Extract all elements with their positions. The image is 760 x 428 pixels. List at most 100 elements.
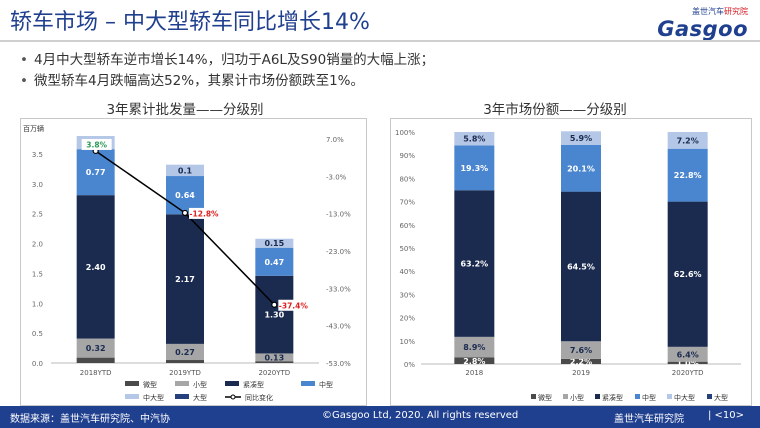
yoy-label: -37.4% — [279, 301, 309, 310]
bar-segment-micro — [255, 361, 294, 363]
left-chart-title: 3年累计批发量——分级别 — [106, 102, 264, 118]
bar-segment-medium — [255, 247, 294, 276]
legend-swatch — [225, 381, 239, 386]
bar-segment-compact — [667, 201, 708, 347]
legend-swatch — [125, 394, 139, 399]
bullet-text: 微型轿车4月跌幅高达52%，其累计市场份额跌至1%。 — [34, 73, 365, 89]
bar-segment-small — [255, 353, 294, 362]
legend-label: 中大型 — [674, 393, 695, 402]
yoy-point — [271, 301, 278, 308]
bar-value-label: 2.17 — [175, 275, 195, 284]
bar-segment-compact — [454, 190, 495, 337]
bar-segment-medium — [667, 148, 708, 202]
bar-segment-compact — [561, 191, 601, 342]
bar-value-label: 64.5% — [567, 262, 595, 271]
bullet-dot-icon: • — [20, 52, 28, 68]
x-tick-label: 2019 — [572, 369, 590, 377]
bar-segment-micro — [667, 361, 708, 364]
y-tick-label: 30% — [399, 291, 415, 299]
y-tick-label: 0.0 — [32, 360, 43, 368]
bar-segment-upper — [561, 131, 601, 145]
legend-line-marker — [230, 394, 236, 400]
y-tick-label: 60% — [399, 222, 415, 230]
logo-top-left: 盖世汽车 — [692, 7, 724, 16]
bullet-item: • 4月中大型轿车逆市增长14%，归功于A6L及S90销量的大幅上涨； — [20, 50, 434, 71]
y-tick-label: 1.0 — [32, 300, 43, 308]
legend-label: 微型 — [143, 380, 157, 389]
legend-swatch — [301, 381, 315, 386]
yoy-label: -12.8% — [189, 209, 219, 218]
y-tick-label: 40% — [399, 268, 415, 276]
legend-label: 小型 — [193, 380, 207, 389]
bar-segment-medium — [166, 176, 204, 215]
legend-label: 中大型 — [143, 393, 164, 402]
y-tick-label: 3.0 — [32, 181, 43, 189]
bar-value-label: 62.6% — [674, 270, 702, 279]
bar-segment-medium — [561, 144, 601, 192]
y-tick-label: 3.5 — [32, 151, 43, 159]
y-tick-label: 2.0 — [32, 241, 43, 249]
y-tick-label: 0.5 — [32, 330, 43, 338]
yoy-label-bg — [81, 138, 112, 150]
legend-swatch — [563, 394, 568, 399]
bar-segment-micro — [166, 360, 204, 363]
legend-swatch — [175, 381, 189, 386]
bar-segment-small — [667, 346, 708, 362]
y-tick-label: 100% — [395, 129, 415, 137]
y-tick-label: 80% — [399, 175, 415, 183]
yoy-label-bg — [278, 299, 309, 311]
bullet-list: • 4月中大型轿车逆市增长14%，归功于A6L及S90销量的大幅上涨； • 微型轿车… — [20, 50, 434, 92]
x-tick-label: 2020YTD — [258, 369, 290, 377]
legend-swatch — [125, 381, 139, 386]
bar-value-label: 22.8% — [674, 171, 702, 180]
y-tick-label: 90% — [399, 152, 415, 160]
legend-swatch — [595, 394, 600, 399]
bar-segment-micro — [561, 358, 601, 364]
bar-value-label: 0.13 — [264, 353, 284, 362]
logo-top-right: 研究院 — [724, 7, 748, 16]
yoy-point — [181, 209, 189, 217]
logo-main: Gasgoo — [657, 17, 748, 41]
y2-tick-label: -33.0% — [326, 285, 351, 293]
yoy-label: 3.8% — [86, 140, 107, 149]
bar-value-label: 63.2% — [460, 260, 488, 269]
y-tick-label: 10% — [399, 338, 415, 346]
bar-value-label: 0.1 — [178, 166, 193, 175]
bar-segment-small — [561, 341, 601, 359]
y2-tick-label: 7.0% — [326, 136, 344, 144]
y2-tick-label: -3.0% — [326, 173, 347, 181]
bar-value-label: 0.77 — [86, 168, 106, 177]
bar-segment-upper — [166, 164, 204, 177]
legend-swatch — [667, 394, 672, 399]
bar-value-label: 5.8% — [463, 135, 485, 144]
volume-stacked-bar-chart: 百万辆 0.0 0.5 1.0 1.5 2.0 2.5 3.0 3.5 -53.0% -43.0% -… — [23, 124, 351, 402]
bar-segment-compact — [166, 214, 204, 344]
bar-segment-small — [166, 343, 204, 361]
bar-value-label: 19.3% — [460, 164, 488, 173]
page-title: 轿车市场 – 中大型轿车同比增长14% — [10, 10, 370, 35]
x-tick-label: 2020YTD — [672, 369, 704, 377]
y2-tick-label: -13.0% — [326, 211, 351, 219]
right-chart-panel: 0% 10% 20% 30% 40% 50% 60% 70% 80% 90% 100% 2.8% 8.9… — [390, 118, 752, 406]
footer-bar: 数据来源：盖世汽车研究院、中汽协 ©Gasgoo Ltd, 2020. All … — [0, 406, 760, 428]
bar-value-label: 7.2% — [677, 136, 699, 145]
legend-swatch — [635, 394, 640, 399]
y2-tick-label: -53.0% — [326, 360, 351, 368]
legend-label: 中型 — [319, 380, 333, 389]
bullet-dot-icon: • — [20, 73, 28, 89]
legend-label: 微型 — [538, 393, 552, 402]
bar-value-label: 2.40 — [86, 263, 106, 272]
bullet-item: • 微型轿车4月跌幅高达52%，其累计市场份额跌至1%。 — [20, 71, 434, 92]
bar-segment-micro — [454, 357, 495, 364]
bar-segment-small — [76, 338, 115, 358]
y-tick-label: 70% — [399, 199, 415, 207]
bar-value-label: 6.4% — [677, 350, 699, 359]
bar-value-label: 1.30 — [264, 311, 284, 320]
y-axis-unit: 百万辆 — [23, 124, 44, 133]
footer-copyright: ©Gasgoo Ltd, 2020. All rights reserved — [322, 410, 519, 421]
bar-value-label: 0.47 — [264, 258, 284, 267]
legend-swatch — [707, 394, 712, 399]
bar-segment-upper — [255, 238, 294, 248]
bar-value-label: 2.2% — [570, 357, 592, 366]
footer-source: 数据来源：盖世汽车研究院、中汽协 — [10, 414, 170, 425]
